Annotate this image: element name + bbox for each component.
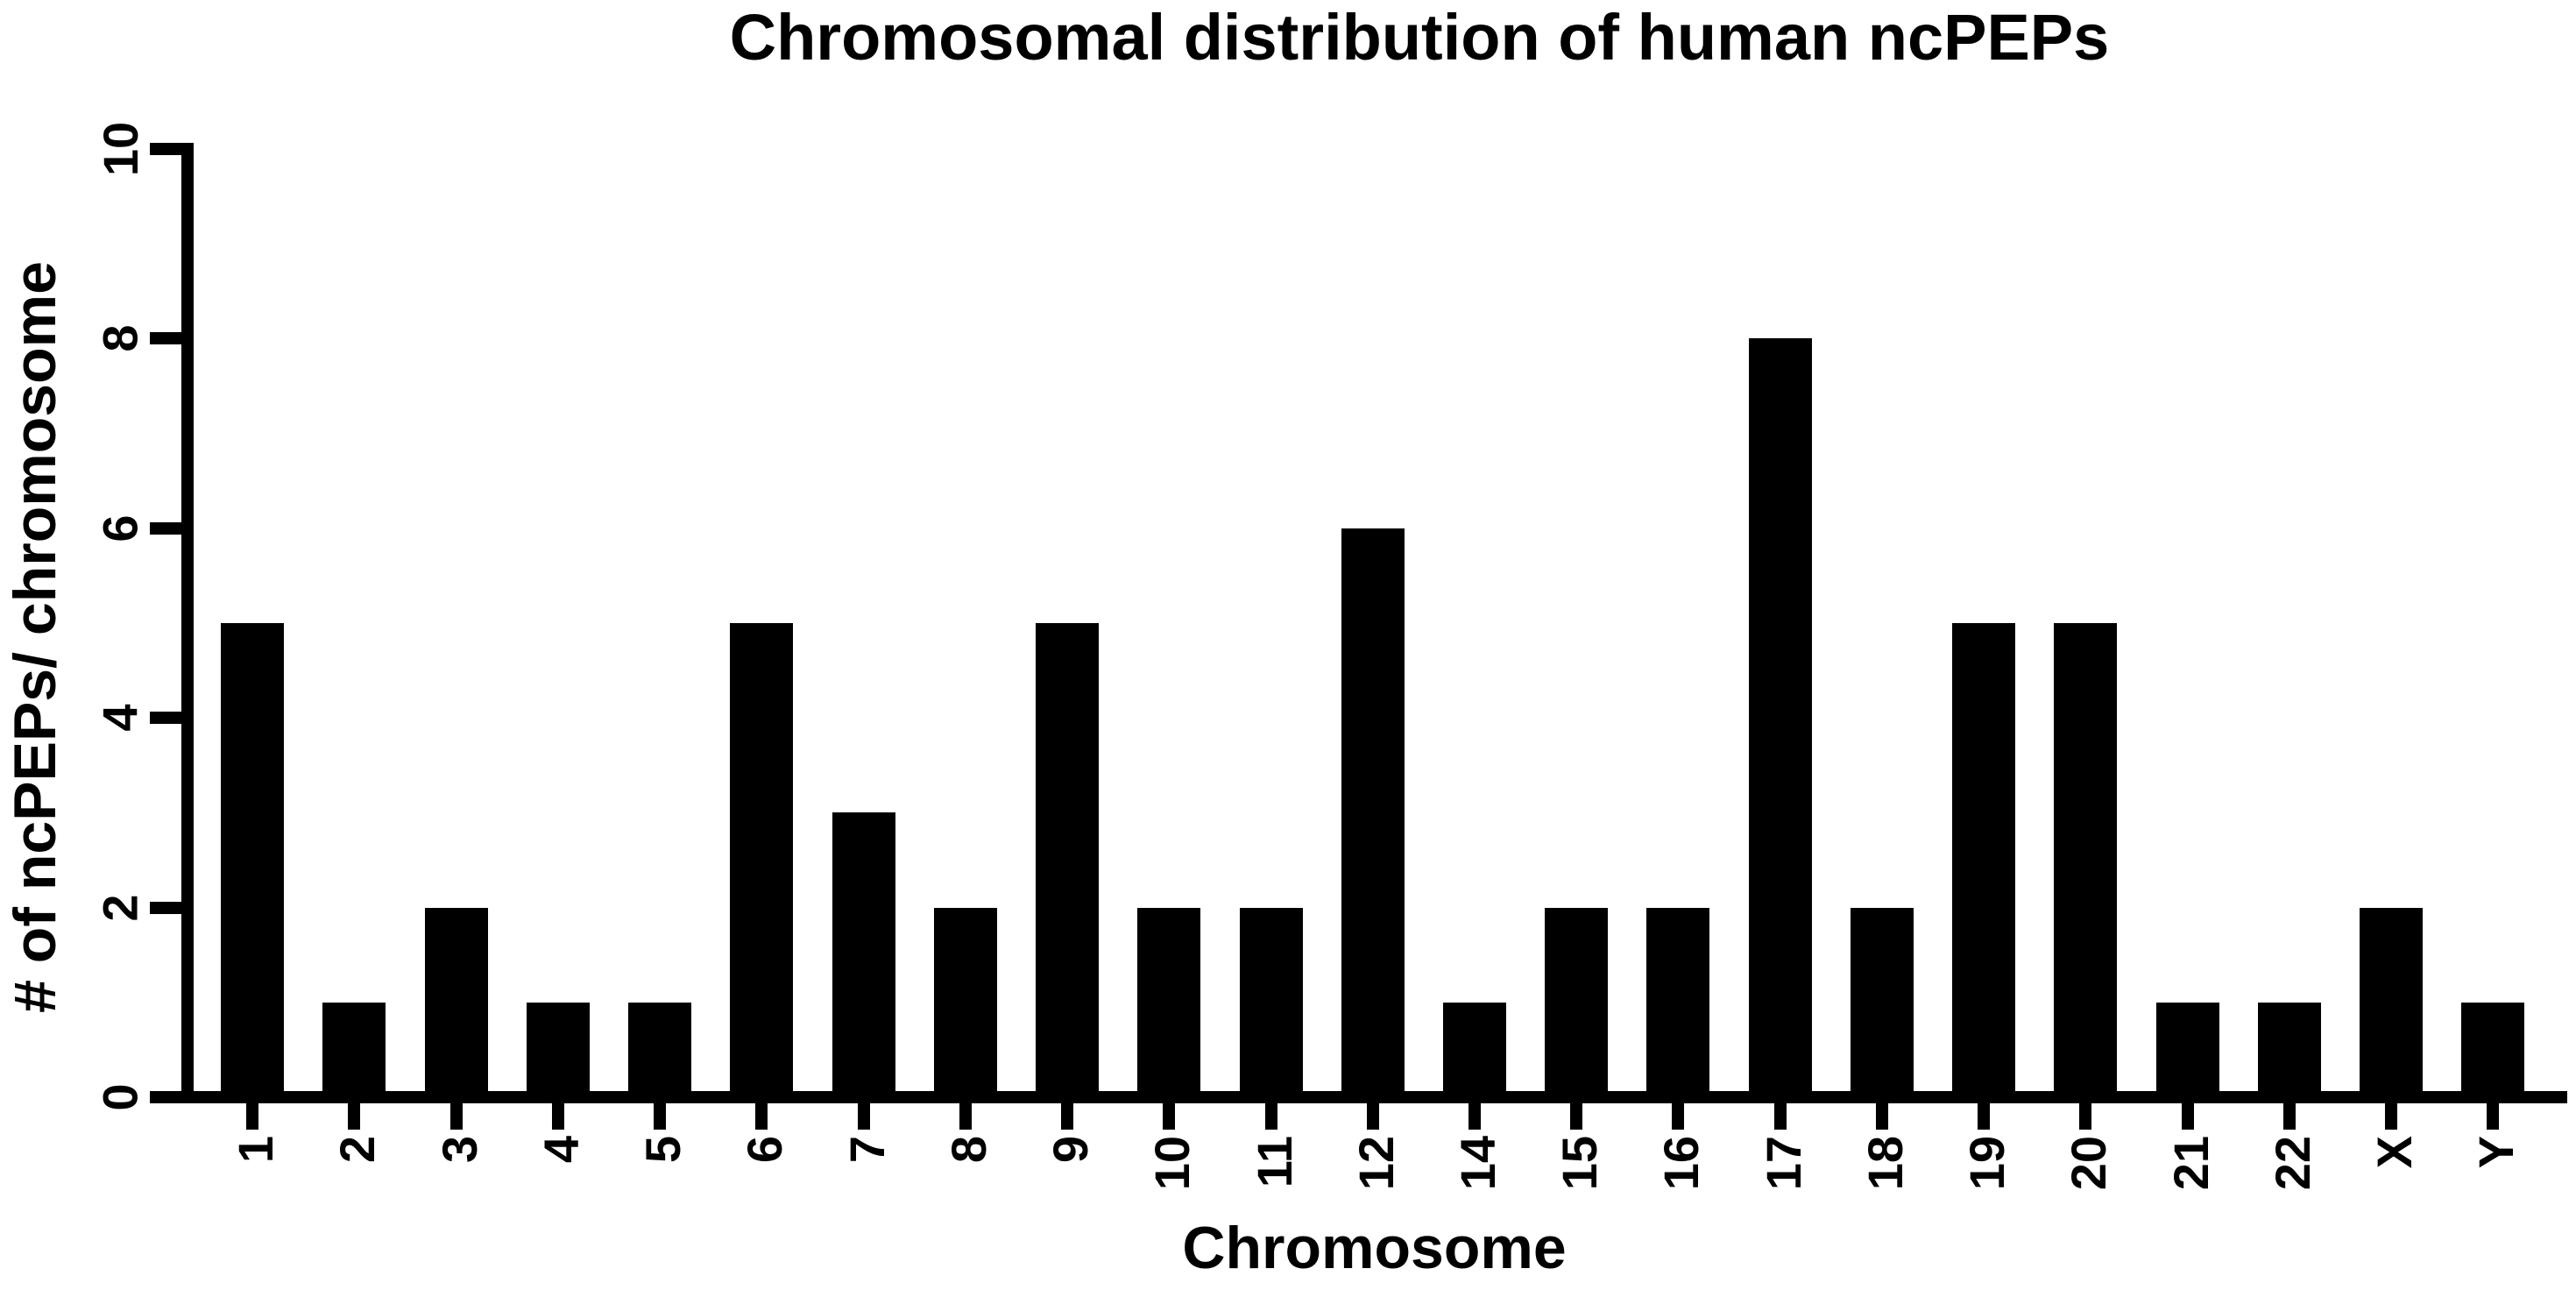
x-tick-6 bbox=[755, 1103, 768, 1130]
x-tick-16 bbox=[1672, 1103, 1685, 1130]
x-tick-10 bbox=[1163, 1103, 1176, 1130]
bar-19 bbox=[1952, 623, 2016, 1103]
x-tick-X bbox=[2385, 1103, 2398, 1130]
x-tick-label-11: 11 bbox=[1246, 1136, 1302, 1188]
x-tick-19 bbox=[1978, 1103, 1991, 1130]
x-tick-label-X: X bbox=[2367, 1136, 2423, 1169]
x-tick-11 bbox=[1264, 1103, 1277, 1130]
x-tick-9 bbox=[1061, 1103, 1074, 1130]
x-tick-label-16: 16 bbox=[1653, 1136, 1709, 1191]
y-tick-6 bbox=[150, 521, 181, 535]
x-tick-3 bbox=[449, 1103, 463, 1130]
x-tick-label-5: 5 bbox=[635, 1136, 691, 1164]
x-tick-label-8: 8 bbox=[940, 1136, 996, 1164]
bar-6 bbox=[730, 623, 794, 1103]
bar-1 bbox=[221, 623, 285, 1103]
bar-8 bbox=[933, 907, 997, 1103]
bar-18 bbox=[1850, 907, 1914, 1103]
bar-X bbox=[2360, 907, 2424, 1103]
x-tick-22 bbox=[2282, 1103, 2296, 1130]
y-tick-label-10: 10 bbox=[92, 121, 148, 177]
y-tick-10 bbox=[150, 143, 181, 155]
x-tick-label-9: 9 bbox=[1043, 1136, 1099, 1164]
bar-7 bbox=[832, 812, 895, 1103]
y-axis-line bbox=[181, 143, 194, 1103]
x-tick-17 bbox=[1773, 1103, 1787, 1130]
y-tick-0 bbox=[150, 1091, 181, 1103]
bar-2 bbox=[322, 1002, 386, 1103]
bar-16 bbox=[1646, 907, 1710, 1103]
y-tick-8 bbox=[150, 332, 181, 345]
y-tick-2 bbox=[150, 901, 181, 914]
y-tick-4 bbox=[150, 712, 181, 725]
x-tick-label-2: 2 bbox=[329, 1136, 386, 1164]
x-tick-label-12: 12 bbox=[1348, 1136, 1404, 1191]
bar-9 bbox=[1036, 623, 1100, 1103]
bar-21 bbox=[2155, 1002, 2219, 1103]
x-tick-Y bbox=[2487, 1103, 2500, 1130]
x-tick-21 bbox=[2181, 1103, 2194, 1130]
x-tick-12 bbox=[1366, 1103, 1379, 1130]
x-tick-label-3: 3 bbox=[431, 1136, 487, 1164]
y-tick-label-0: 0 bbox=[93, 1083, 148, 1111]
y-tick-label-8: 8 bbox=[93, 324, 148, 352]
chart-title: Chromosomal distribution of human ncPEPs bbox=[729, 1, 2110, 74]
x-tick-label-10: 10 bbox=[1144, 1136, 1200, 1191]
x-tick-20 bbox=[2079, 1103, 2092, 1130]
bar-10 bbox=[1137, 907, 1201, 1103]
bar-15 bbox=[1545, 907, 1609, 1103]
bar-22 bbox=[2257, 1002, 2321, 1103]
x-tick-1 bbox=[246, 1103, 259, 1130]
bar-17 bbox=[1748, 338, 1812, 1103]
x-tick-label-20: 20 bbox=[2061, 1136, 2117, 1191]
bar-4 bbox=[526, 1002, 590, 1103]
x-tick-label-17: 17 bbox=[1755, 1136, 1811, 1191]
x-tick-label-22: 22 bbox=[2264, 1136, 2320, 1191]
x-tick-7 bbox=[857, 1103, 870, 1130]
bar-14 bbox=[1442, 1002, 1506, 1103]
x-tick-label-6: 6 bbox=[737, 1136, 793, 1164]
x-tick-14 bbox=[1468, 1103, 1481, 1130]
x-tick-label-15: 15 bbox=[1552, 1136, 1608, 1191]
x-tick-2 bbox=[348, 1103, 361, 1130]
y-tick-label-6: 6 bbox=[93, 514, 148, 542]
x-tick-15 bbox=[1570, 1103, 1583, 1130]
x-tick-label-18: 18 bbox=[1857, 1136, 1913, 1191]
bar-5 bbox=[628, 1002, 692, 1103]
x-tick-label-7: 7 bbox=[839, 1136, 895, 1164]
bar-12 bbox=[1341, 528, 1405, 1103]
x-tick-label-4: 4 bbox=[533, 1136, 589, 1164]
bar-11 bbox=[1239, 907, 1303, 1103]
bar-Y bbox=[2461, 1002, 2525, 1103]
y-tick-label-4: 4 bbox=[93, 704, 148, 732]
x-tick-label-14: 14 bbox=[1449, 1136, 1505, 1191]
x-tick-label-19: 19 bbox=[1959, 1136, 2015, 1191]
bar-3 bbox=[424, 907, 488, 1103]
x-tick-18 bbox=[1875, 1103, 1888, 1130]
x-tick-4 bbox=[551, 1103, 564, 1130]
y-tick-label-2: 2 bbox=[93, 894, 148, 922]
x-tick-label-21: 21 bbox=[2162, 1136, 2219, 1191]
x-tick-label-1: 1 bbox=[228, 1136, 284, 1164]
x-axis-title: Chromosome bbox=[1182, 1215, 1567, 1281]
y-axis-title: # of ncPEPs/ chromosome bbox=[2, 261, 68, 1013]
bar-20 bbox=[2054, 623, 2118, 1103]
x-tick-8 bbox=[959, 1103, 972, 1130]
x-tick-label-Y: Y bbox=[2468, 1136, 2524, 1169]
x-tick-5 bbox=[654, 1103, 667, 1130]
